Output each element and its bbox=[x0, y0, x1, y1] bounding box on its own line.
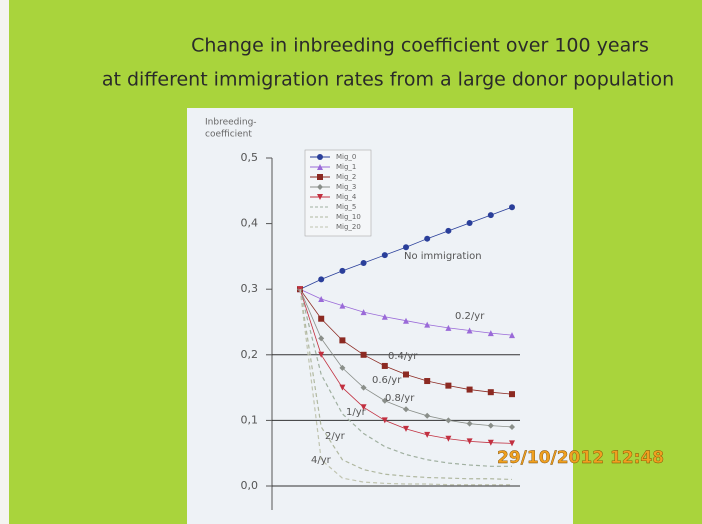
annotation: 1/yr bbox=[346, 407, 367, 418]
chart: Change in inbreeding coefficient over 10… bbox=[0, 0, 702, 524]
legend-label: Mig_5 bbox=[336, 203, 356, 211]
annotation: 0.6/yr bbox=[372, 375, 402, 386]
legend-marker bbox=[317, 154, 323, 160]
point bbox=[339, 337, 345, 343]
legend-label: Mig_20 bbox=[336, 223, 361, 231]
legend-marker bbox=[317, 174, 323, 180]
chart-title: at different immigration rates from a la… bbox=[102, 69, 674, 91]
point bbox=[509, 391, 515, 397]
point bbox=[424, 378, 430, 384]
y-tick-label: 0,2 bbox=[241, 348, 259, 361]
point bbox=[382, 252, 388, 258]
annotation: 2/yr bbox=[325, 431, 346, 442]
point bbox=[445, 228, 451, 234]
point bbox=[509, 204, 515, 210]
point bbox=[445, 383, 451, 389]
y-tick-label: 0,4 bbox=[241, 217, 259, 230]
point bbox=[318, 276, 324, 282]
point bbox=[403, 244, 409, 250]
point bbox=[318, 316, 324, 322]
chart-title: Change in inbreeding coefficient over 10… bbox=[191, 35, 649, 57]
legend-label: Mig_2 bbox=[336, 173, 356, 181]
annotation: 4/yr bbox=[311, 455, 332, 466]
y-tick-label: 0,5 bbox=[241, 151, 259, 164]
point bbox=[382, 363, 388, 369]
legend-label: Mig_10 bbox=[336, 213, 361, 221]
point bbox=[488, 389, 494, 395]
y-axis-label: Inbreeding- bbox=[205, 118, 257, 128]
y-tick-label: 0,1 bbox=[241, 413, 259, 426]
y-tick-label: 0,3 bbox=[241, 282, 259, 295]
timestamp: 29/10/2012 12:48 bbox=[497, 448, 664, 468]
y-axis-label: coefficient bbox=[205, 130, 252, 140]
legend-label: Mig_3 bbox=[336, 183, 356, 191]
legend-label: Mig_0 bbox=[336, 153, 356, 161]
point bbox=[467, 220, 473, 226]
point bbox=[467, 387, 473, 393]
point bbox=[361, 352, 367, 358]
y-tick-label: 0,0 bbox=[241, 479, 259, 492]
annotation: No immigration bbox=[404, 251, 482, 262]
point bbox=[488, 212, 494, 218]
annotation: 0.4/yr bbox=[388, 351, 418, 362]
point bbox=[403, 371, 409, 377]
page: {"chart_data": {"type": "line", "title":… bbox=[0, 0, 702, 524]
point bbox=[361, 260, 367, 266]
annotation: 0.2/yr bbox=[455, 311, 485, 322]
legend-label: Mig_4 bbox=[336, 193, 357, 201]
legend-label: Mig_1 bbox=[336, 163, 356, 171]
annotation: 0.8/yr bbox=[385, 393, 415, 404]
point bbox=[424, 236, 430, 242]
point bbox=[339, 268, 345, 274]
edge bbox=[0, 0, 9, 524]
